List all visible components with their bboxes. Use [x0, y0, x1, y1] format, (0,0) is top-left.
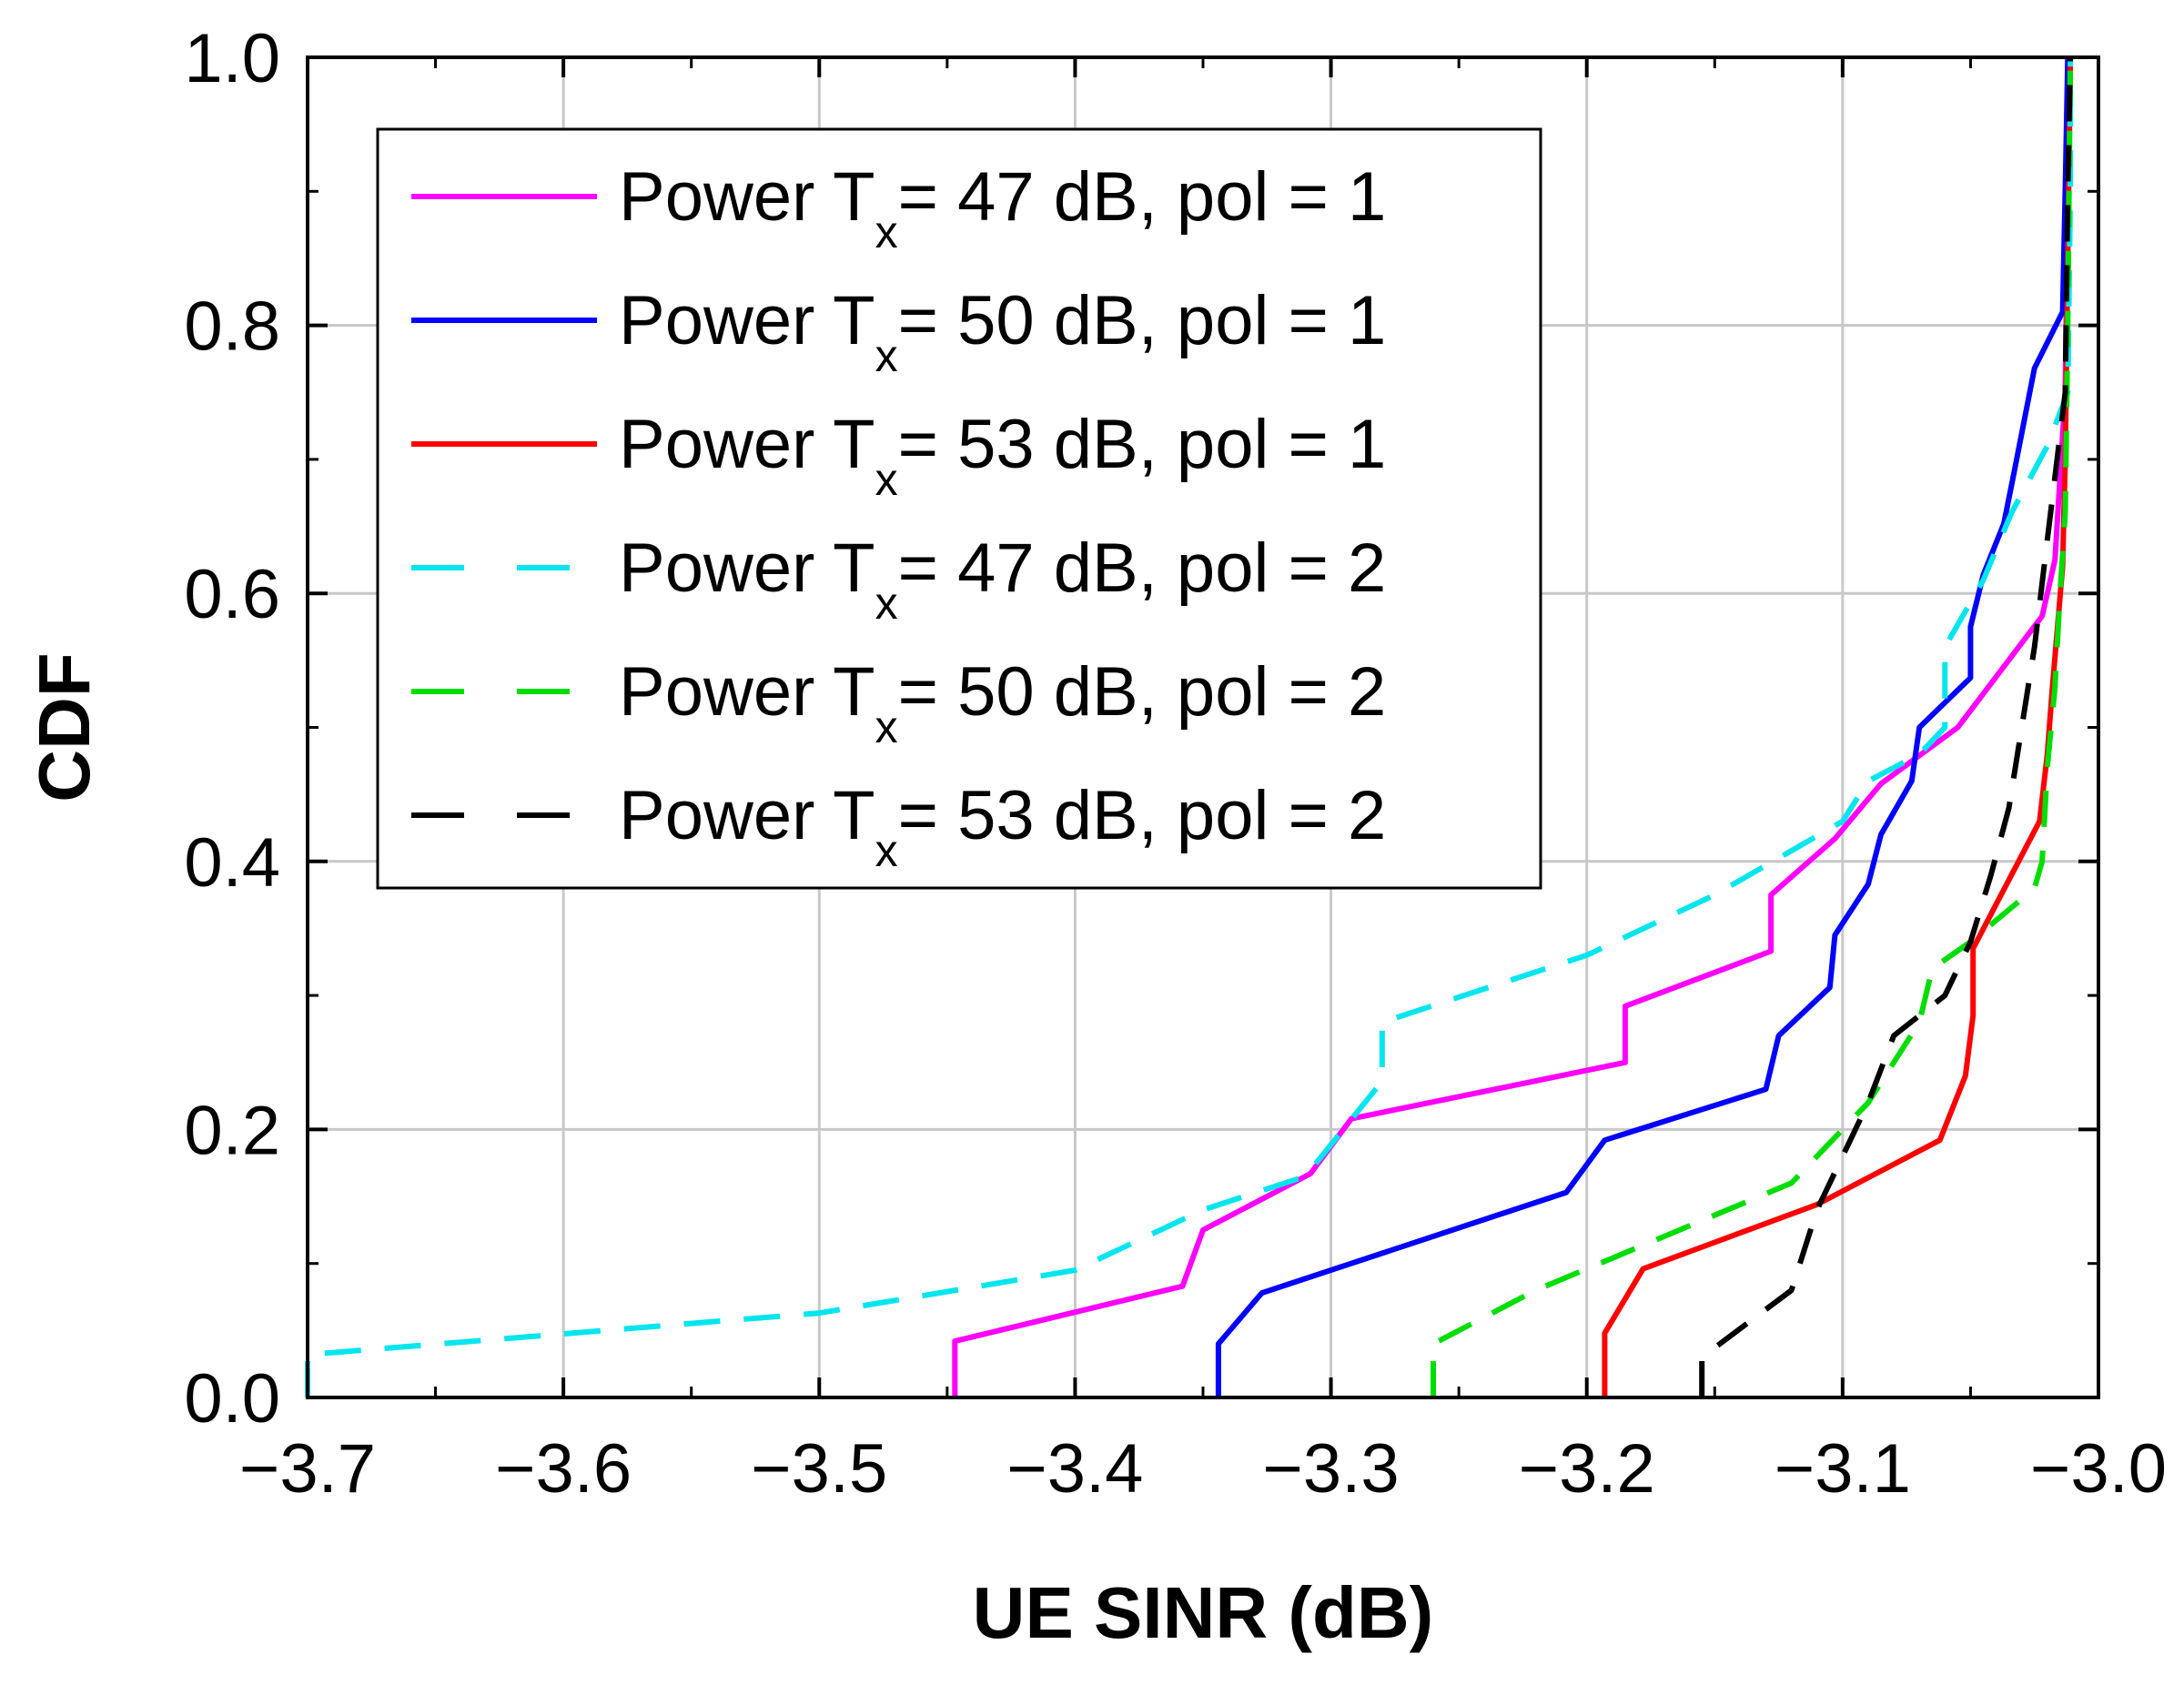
- legend-label-4: Power Tx= 47 dB, pol = 2: [619, 530, 1386, 629]
- legend-label-prefix: Power T: [619, 282, 875, 359]
- x-tick-labels: −3.7 −3.6 −3.5 −3.4 −3.3 −3.2 −3.1 −3.0: [239, 1430, 2167, 1508]
- series-line-1: [952, 56, 2074, 1397]
- legend-label-prefix: Power T: [619, 653, 875, 731]
- legend-label-subscript: x: [875, 825, 898, 876]
- legend-box: [376, 127, 1542, 890]
- legend-label-subscript: x: [875, 578, 898, 629]
- series-line-5: [1431, 56, 2074, 1397]
- series-line-4: [305, 57, 2074, 1397]
- series-line-6: [1699, 56, 2074, 1397]
- x-tick-label: −3.7: [239, 1430, 376, 1508]
- series-line-2: [1215, 56, 2071, 1397]
- legend-label-prefix: Power T: [619, 406, 875, 483]
- legend-label-suffix: = 50 dB, pol = 2: [898, 653, 1387, 731]
- legend-label-3: Power Tx= 53 dB, pol = 1: [619, 406, 1386, 505]
- y-tick-label: 1.0: [184, 20, 280, 97]
- legend-label-subscript: x: [875, 330, 898, 381]
- y-tick-label: 0.2: [184, 1092, 280, 1169]
- y-axis-title: CDF: [24, 652, 105, 802]
- y-tick-labels: 0.0 0.2 0.4 0.6 0.8 1.0: [184, 20, 280, 1438]
- legend-label-suffix: = 53 dB, pol = 2: [898, 777, 1387, 854]
- legend-label-prefix: Power T: [619, 530, 875, 607]
- legend-label-6: Power Tx= 53 dB, pol = 2: [619, 777, 1386, 876]
- legend-label-prefix: Power T: [619, 158, 875, 236]
- x-tick-label: −3.6: [495, 1430, 632, 1508]
- legend-label-suffix: = 50 dB, pol = 1: [898, 282, 1387, 359]
- x-tick-label: −3.3: [1263, 1430, 1400, 1508]
- legend-label-1: Power Tx= 47 dB, pol = 1: [619, 158, 1386, 257]
- x-tick-label: −3.0: [2030, 1430, 2167, 1508]
- legend-label-subscript: x: [875, 701, 898, 752]
- series-group: [305, 56, 2074, 1397]
- x-axis-title: UE SINR (dB): [973, 1572, 1434, 1653]
- legend-label-5: Power Tx= 50 dB, pol = 2: [619, 653, 1386, 752]
- legend-label-2: Power Tx= 50 dB, pol = 1: [619, 282, 1386, 381]
- x-tick-label: −3.4: [1006, 1430, 1143, 1508]
- y-tick-label: 0.4: [184, 824, 280, 902]
- x-tick-label: −3.5: [751, 1430, 887, 1508]
- y-tick-label: 0.6: [184, 556, 280, 633]
- legend-label-suffix: = 53 dB, pol = 1: [898, 406, 1387, 483]
- y-tick-label: 0.0: [184, 1360, 280, 1438]
- legend-label-suffix: = 47 dB, pol = 2: [898, 530, 1387, 607]
- legend-label-prefix: Power T: [619, 777, 875, 854]
- legend-label-subscript: x: [875, 454, 898, 505]
- legend-label-suffix: = 47 dB, pol = 1: [898, 158, 1387, 236]
- axis-ticks: [306, 55, 2100, 1399]
- x-tick-label: −3.2: [1519, 1430, 1655, 1508]
- legend-label-subscript: x: [875, 207, 898, 257]
- y-tick-label: 0.8: [184, 288, 280, 366]
- x-tick-label: −3.1: [1774, 1430, 1911, 1508]
